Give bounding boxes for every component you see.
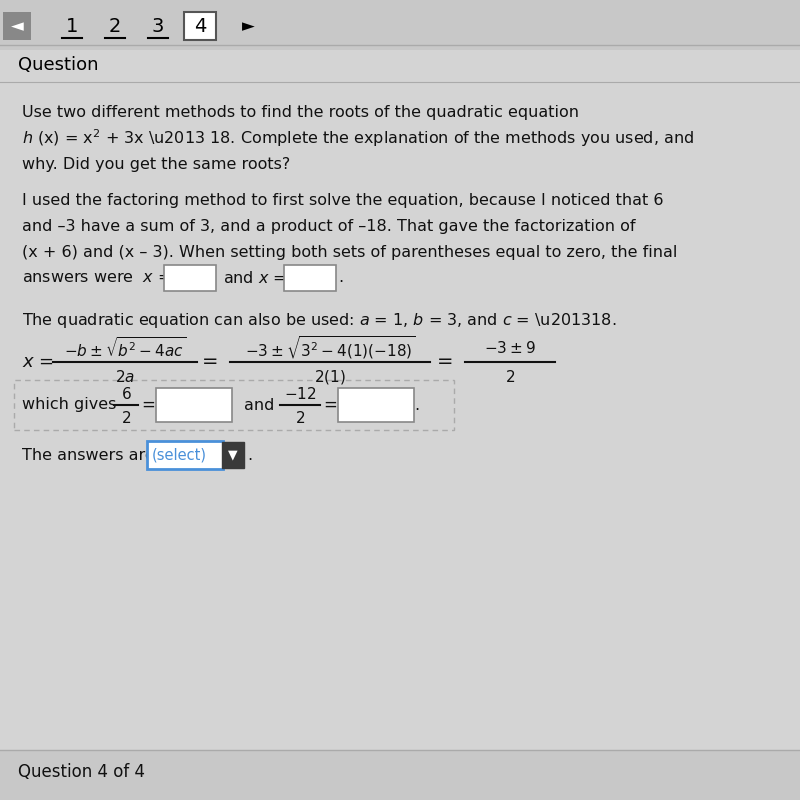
FancyBboxPatch shape xyxy=(164,265,216,291)
FancyBboxPatch shape xyxy=(184,12,216,40)
Text: =: = xyxy=(323,396,337,414)
Text: Question 4 of 4: Question 4 of 4 xyxy=(18,763,145,781)
Text: 4: 4 xyxy=(194,17,206,35)
Bar xyxy=(0,0,800,45)
Text: (select): (select) xyxy=(152,447,207,462)
Text: $6$: $6$ xyxy=(121,386,131,402)
Text: =: = xyxy=(437,353,454,371)
Text: .: . xyxy=(414,398,419,413)
Text: Use two different methods to find the roots of the quadratic equation: Use two different methods to find the ro… xyxy=(22,105,579,119)
Text: The answers are: The answers are xyxy=(22,447,154,462)
FancyBboxPatch shape xyxy=(222,442,244,468)
Text: $-b \pm \sqrt{b^{2} - 4ac}$: $-b \pm \sqrt{b^{2} - 4ac}$ xyxy=(64,336,186,360)
Text: and: and xyxy=(244,398,274,413)
Text: $-3 \pm \sqrt{3^{2} - 4(1)(-18)}$: $-3 \pm \sqrt{3^{2} - 4(1)(-18)}$ xyxy=(245,334,415,362)
Text: 3: 3 xyxy=(152,17,164,35)
FancyBboxPatch shape xyxy=(156,388,232,422)
Text: .: . xyxy=(338,270,343,286)
Text: I used the factoring method to first solve the equation, because I noticed that : I used the factoring method to first sol… xyxy=(22,193,663,207)
Bar xyxy=(3,12,31,40)
Text: $-12$: $-12$ xyxy=(284,386,316,402)
Text: 1: 1 xyxy=(66,17,78,35)
FancyBboxPatch shape xyxy=(338,388,414,422)
Text: and $x$ =: and $x$ = xyxy=(223,270,286,286)
Text: $2(1)$: $2(1)$ xyxy=(314,368,346,386)
Text: ◄: ◄ xyxy=(10,17,23,35)
Text: $2$: $2$ xyxy=(121,410,131,426)
Text: and –3 have a sum of 3, and a product of –18. That gave the factorization of: and –3 have a sum of 3, and a product of… xyxy=(22,218,635,234)
Text: The quadratic equation can also be used: $a$ = 1, $b$ = 3, and $c$ = \u201318.: The quadratic equation can also be used:… xyxy=(22,310,617,330)
Text: which gives: which gives xyxy=(22,398,116,413)
FancyBboxPatch shape xyxy=(284,265,336,291)
Text: answers were  $x$ =: answers were $x$ = xyxy=(22,270,171,286)
Bar xyxy=(0,750,800,800)
Text: .: . xyxy=(247,447,252,462)
Text: ▼: ▼ xyxy=(228,449,238,462)
FancyBboxPatch shape xyxy=(147,441,223,469)
Text: =: = xyxy=(141,396,155,414)
Bar xyxy=(0,50,800,750)
Text: $h$ (x) = x$^2$ + 3x \u2013 18. Complete the explanation of the methods you used: $h$ (x) = x$^2$ + 3x \u2013 18. Complete… xyxy=(22,127,694,149)
Text: $x$ =: $x$ = xyxy=(22,353,54,371)
Text: 2: 2 xyxy=(109,17,121,35)
Text: $2a$: $2a$ xyxy=(115,369,135,385)
Text: why. Did you get the same roots?: why. Did you get the same roots? xyxy=(22,157,290,171)
Text: $2$: $2$ xyxy=(505,369,515,385)
Text: ►: ► xyxy=(242,17,254,35)
Text: =: = xyxy=(202,353,218,371)
Text: Question: Question xyxy=(18,56,98,74)
Text: $2$: $2$ xyxy=(295,410,305,426)
Text: (x + 6) and (x – 3). When setting both sets of parentheses equal to zero, the fi: (x + 6) and (x – 3). When setting both s… xyxy=(22,245,678,259)
Text: $-3 \pm 9$: $-3 \pm 9$ xyxy=(484,340,536,356)
